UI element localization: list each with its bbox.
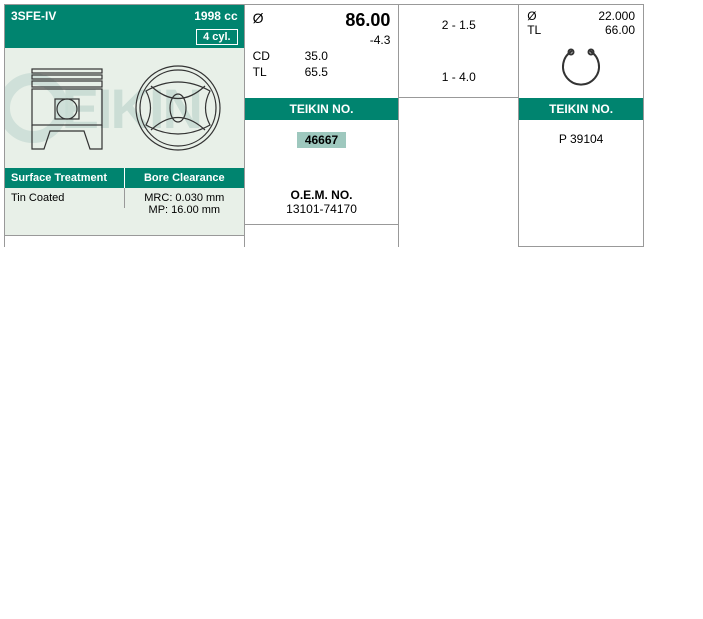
surface-treatment-value: Tin Coated xyxy=(5,188,125,208)
piston-top-icon xyxy=(131,61,226,156)
clip-teikin-no: P 39104 xyxy=(559,132,604,146)
oem-value: 13101-74170 xyxy=(253,202,391,216)
piston-teikin-no: 46667 xyxy=(297,132,346,148)
spec-sheet: 3SFE-IV 1998 cc 4 cyl. EIKIN xyxy=(4,4,644,247)
circlip-icon xyxy=(557,43,605,87)
bore-clearance-header: Bore Clearance xyxy=(125,168,244,188)
cd-label: CD xyxy=(253,49,293,63)
surface-treatment-header: Surface Treatment xyxy=(5,168,125,188)
treatment-header-row: Surface Treatment Bore Clearance xyxy=(5,168,244,188)
engine-header: 3SFE-IV 1998 cc xyxy=(5,5,244,27)
piston-diagrams xyxy=(5,48,244,168)
cylinder-row: 4 cyl. xyxy=(5,27,244,48)
teikin-header-piston: TEIKIN NO. xyxy=(245,98,399,120)
clip-diameter-value: 22.000 xyxy=(598,9,635,23)
circlip-drawing xyxy=(527,37,635,90)
oem-area: O.E.M. NO. 13101-74170 xyxy=(245,154,399,225)
col-piston-spec: Ø 86.00 -4.3 CD 35.0 TL 65.5 TEIKIN NO. … xyxy=(245,5,400,247)
clip-part-area: P 39104 xyxy=(519,120,643,247)
engine-model: 3SFE-IV xyxy=(11,9,56,23)
ring-line-2: 1 - 4.0 xyxy=(407,70,510,84)
clip-spec-block: Ø 22.000 TL 66.00 xyxy=(519,5,643,98)
oem-label: O.E.M. NO. xyxy=(253,188,391,202)
piston-drawing-area: EIKIN xyxy=(5,48,244,168)
bore-value: 86.00 xyxy=(293,10,391,31)
clip-diameter-symbol: Ø xyxy=(527,9,536,23)
tl-value: 65.5 xyxy=(293,65,391,79)
bore-clearance-value: MRC: 0.030 mm MP: 16.00 mm xyxy=(125,188,244,220)
clip-tl-label: TL xyxy=(527,23,541,37)
cylinder-badge: 4 cyl. xyxy=(196,29,238,45)
clip-tl-line: TL 66.00 xyxy=(527,23,635,37)
offset-line: -4.3 xyxy=(253,32,391,48)
cd-value: 35.0 xyxy=(293,49,391,63)
tl-line: TL 65.5 xyxy=(253,64,391,80)
col-clip: Ø 22.000 TL 66.00 TEIKIN NO. P 39104 xyxy=(519,5,644,247)
piston-side-icon xyxy=(22,61,112,156)
ring-line-1: 2 - 1.5 xyxy=(407,18,510,32)
tl-label: TL xyxy=(253,65,293,79)
piston-spec-block: Ø 86.00 -4.3 CD 35.0 TL 65.5 xyxy=(245,5,399,98)
col-engine: 3SFE-IV 1998 cc 4 cyl. EIKIN xyxy=(5,5,245,247)
treatment-data-row: Tin Coated MRC: 0.030 mm MP: 16.00 mm xyxy=(5,188,244,236)
ring-spec-block: 2 - 1.5 1 - 4.0 xyxy=(399,5,518,98)
engine-displacement: 1998 cc xyxy=(194,9,237,23)
mrc-value: MRC: 0.030 mm xyxy=(131,192,238,204)
clip-diameter-line: Ø 22.000 xyxy=(527,9,635,23)
mp-value: MP: 16.00 mm xyxy=(131,204,238,216)
offset-value: -4.3 xyxy=(293,33,391,47)
teikin-header-clip: TEIKIN NO. xyxy=(519,98,643,120)
col-rings: 2 - 1.5 1 - 4.0 xyxy=(399,5,519,247)
clip-tl-value: 66.00 xyxy=(605,23,635,37)
diameter-symbol: Ø xyxy=(253,10,293,31)
cd-line: CD 35.0 xyxy=(253,48,391,64)
piston-part-area: 46667 xyxy=(245,120,399,154)
bore-line: Ø 86.00 xyxy=(253,9,391,32)
